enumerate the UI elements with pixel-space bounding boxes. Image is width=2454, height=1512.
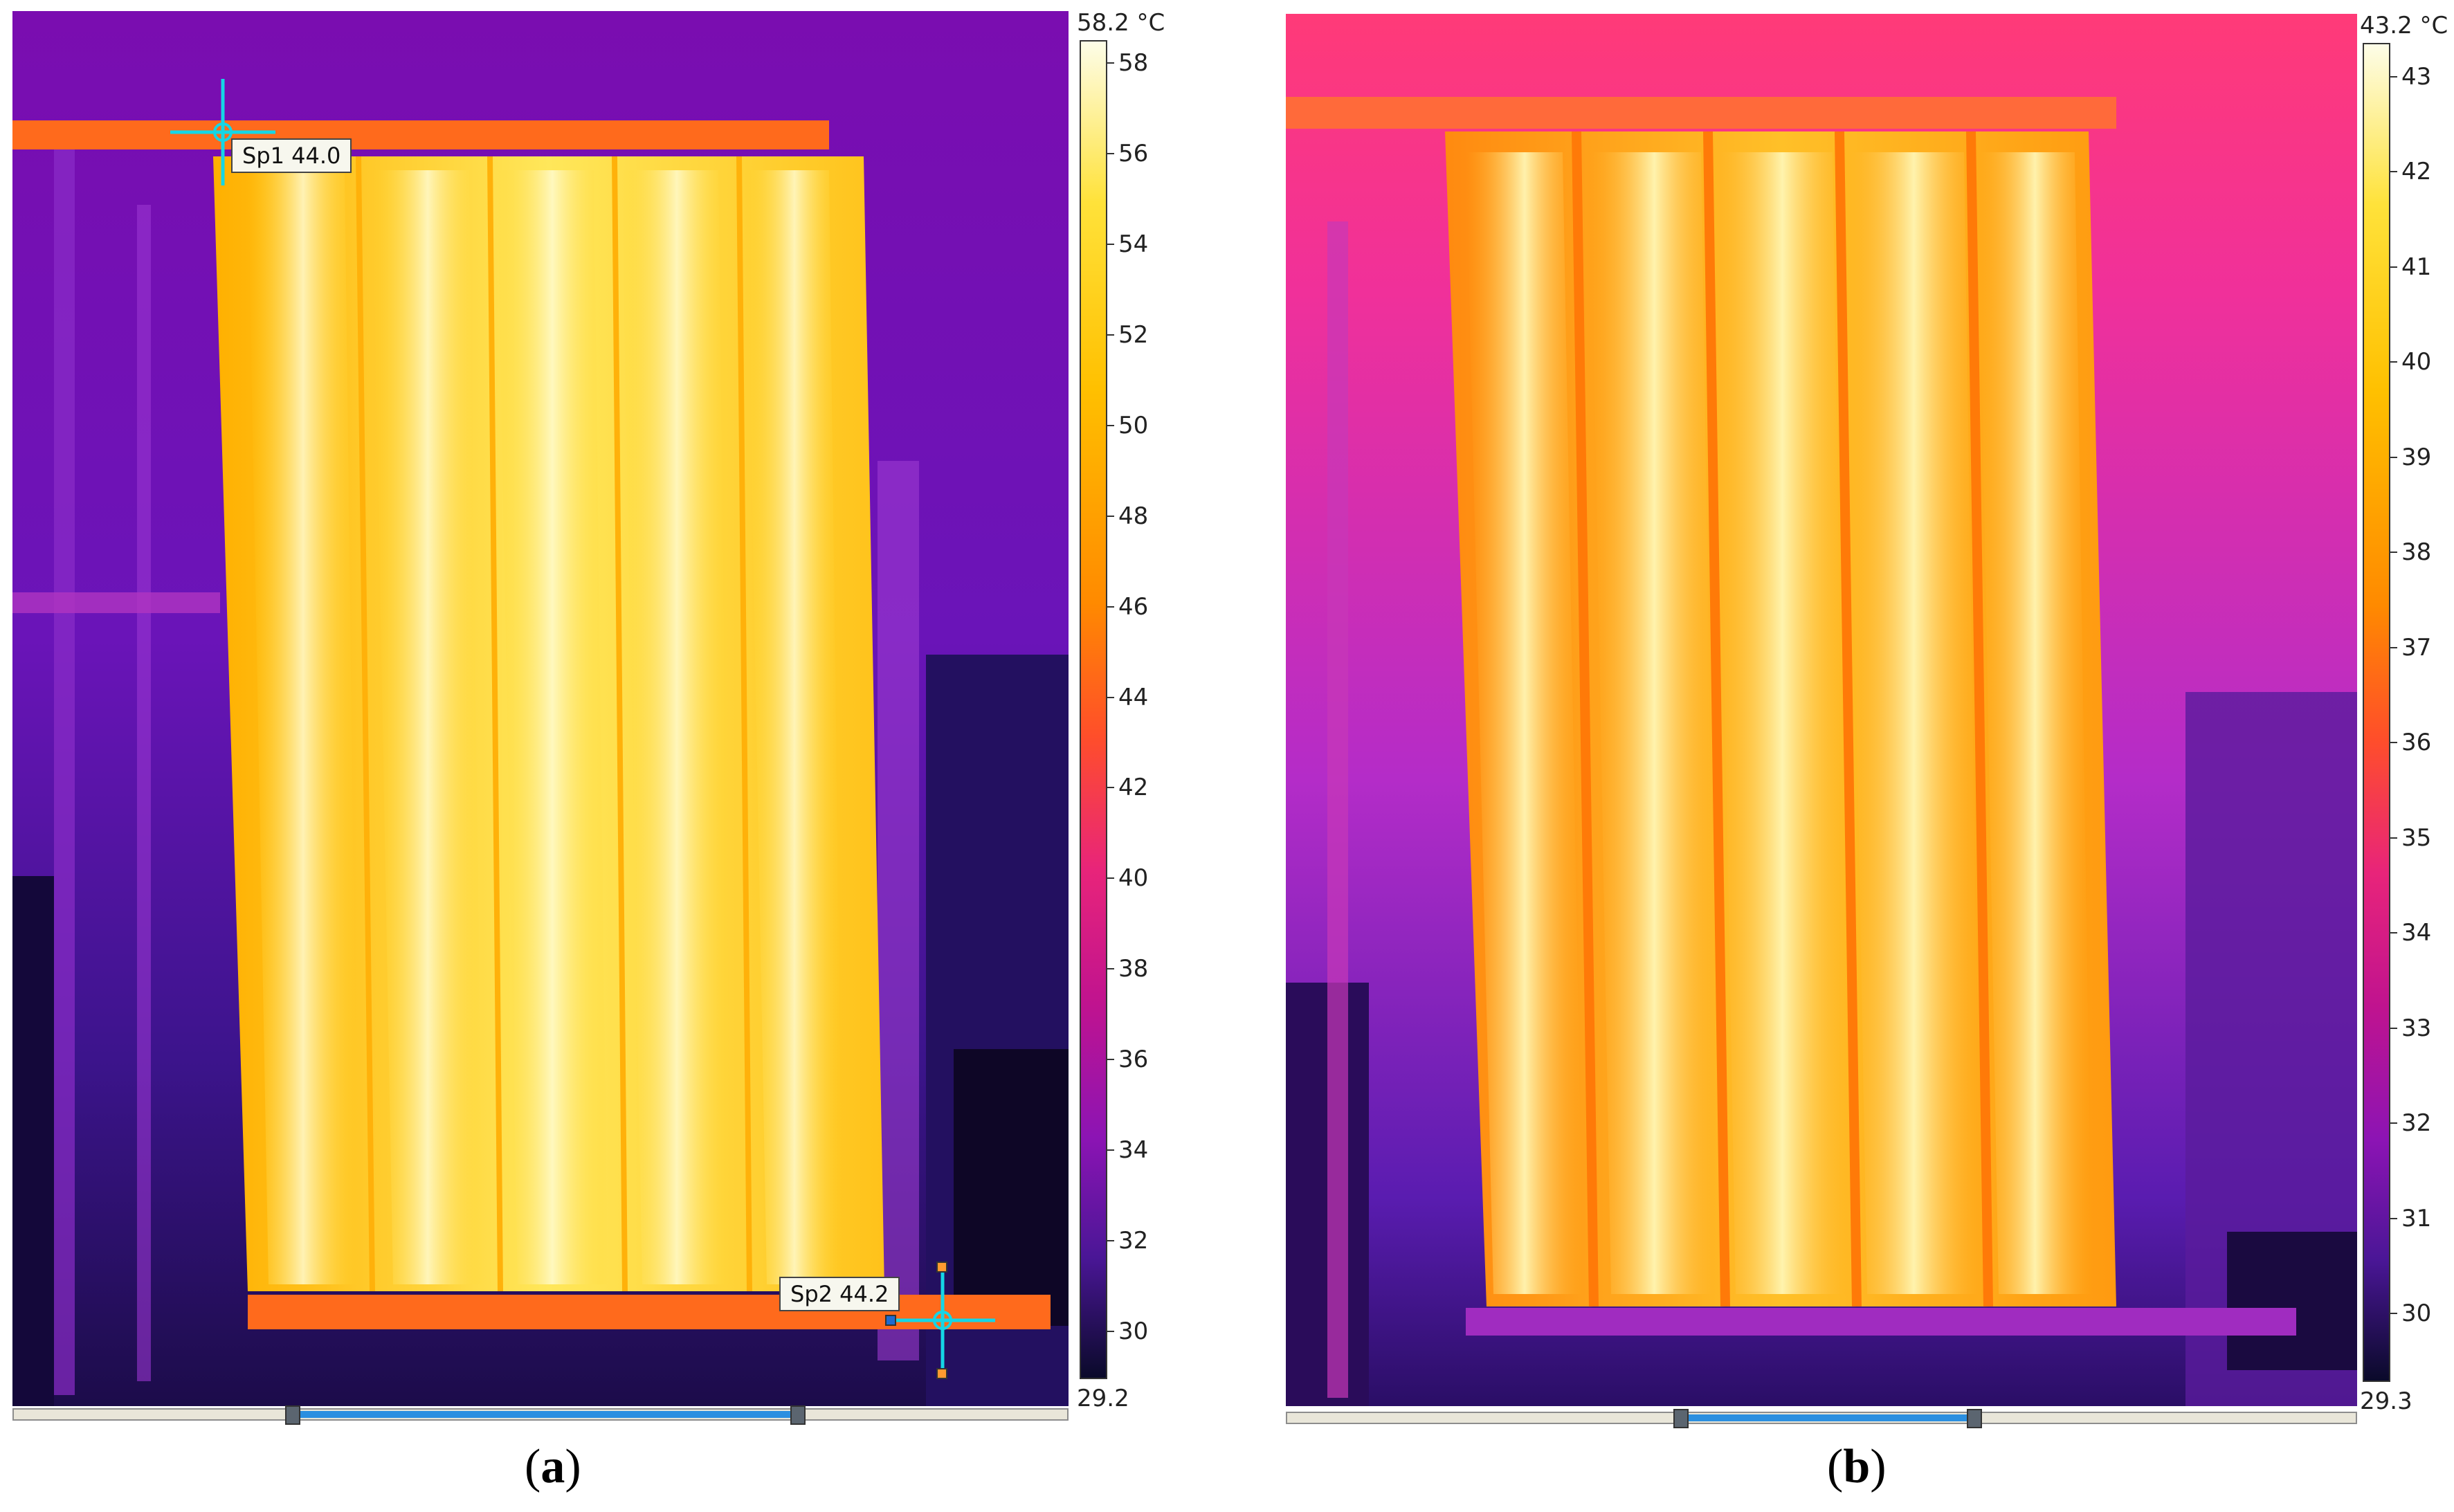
scale-tick-mark: [1107, 1149, 1114, 1151]
scale-tick-mark: [1107, 243, 1114, 245]
slider-handle-left[interactable]: [1673, 1409, 1689, 1428]
slider-handle-right[interactable]: [790, 1405, 806, 1425]
scale-tick-mark: [2390, 1313, 2397, 1314]
spot-cursor-1: [170, 79, 275, 185]
caption-paren: (: [525, 1440, 541, 1493]
scale-tick-mark: [2390, 552, 2397, 554]
scale-tick-label: 37: [2401, 633, 2432, 662]
scale-tick-mark: [1107, 1059, 1114, 1061]
scale-tick-label: 42: [2401, 158, 2432, 186]
spot-cursor-2: [885, 1261, 995, 1379]
caption-paren: ): [565, 1440, 581, 1493]
scale-tick-label: 48: [1118, 502, 1149, 530]
slider-range: [292, 1411, 797, 1418]
scale-tick-label: 40: [2401, 348, 2432, 376]
slider-handle-left[interactable]: [285, 1405, 300, 1425]
scale-min-label: 29.2: [1077, 1385, 1129, 1412]
range-slider-a[interactable]: [12, 1405, 1069, 1425]
scale-tick-mark: [1107, 1331, 1114, 1332]
caption-paren: (: [1827, 1440, 1844, 1493]
temperature-scale-a: 58.2 °C 29.2 58 56 54 52 50 48 46 44 42 40 38 36 34 3…: [1077, 9, 1188, 1410]
scale-tick-label: 32: [1118, 1227, 1149, 1255]
spot-label-sp1[interactable]: Sp1 44.0: [231, 138, 352, 174]
scale-tick-label: 54: [1118, 230, 1149, 258]
slider-range: [1680, 1414, 1974, 1421]
thermal-image-a[interactable]: [12, 11, 1069, 1406]
color-bar: [2363, 43, 2390, 1382]
scale-tick-mark: [1107, 334, 1114, 336]
scale-tick-label: 52: [1118, 320, 1149, 349]
scale-max-label: 58.2 °C: [1077, 9, 1165, 37]
scale-tick-label: 41: [2401, 253, 2432, 281]
scale-tick-label: 31: [2401, 1204, 2432, 1232]
scale-tick-label: 38: [1118, 955, 1149, 983]
range-slider-b[interactable]: [1286, 1409, 2357, 1428]
scale-tick-mark: [2390, 266, 2397, 268]
scale-tick-label: 36: [2401, 729, 2432, 757]
scale-tick-mark: [2390, 1027, 2397, 1029]
scale-max-label: 43.2 °C: [2360, 12, 2448, 39]
scale-tick-label: 34: [2401, 919, 2432, 947]
scale-tick-mark: [1107, 152, 1114, 154]
scale-tick-label: 38: [2401, 538, 2432, 567]
caption-letter: a: [540, 1440, 565, 1493]
scale-tick-label: 46: [1118, 592, 1149, 621]
scale-tick-mark: [1107, 515, 1114, 517]
scale-tick-label: 58: [1118, 49, 1149, 77]
scale-tick-mark: [1107, 62, 1114, 64]
scale-tick-label: 36: [1118, 1046, 1149, 1074]
scale-tick-mark: [1107, 968, 1114, 970]
scale-tick-label: 35: [2401, 823, 2432, 852]
panel-b: 43.2 °C 29.3 43 42 41 40 39 38 37 36 35 34 33 32 31 3…: [1266, 0, 2454, 1512]
scale-tick-mark: [2390, 646, 2397, 648]
scale-tick-mark: [2390, 1217, 2397, 1219]
scale-tick-mark: [1107, 787, 1114, 789]
caption-paren: ): [1870, 1440, 1887, 1493]
temperature-scale-b: 43.2 °C 29.3 43 42 41 40 39 38 37 36 35 34 33 32 31 3…: [2360, 12, 2454, 1413]
caption-a: (a): [525, 1439, 581, 1495]
scale-tick-label: 50: [1118, 411, 1149, 439]
scale-tick-mark: [2390, 837, 2397, 839]
scale-tick-label: 42: [1118, 774, 1149, 802]
scale-tick-mark: [1107, 605, 1114, 608]
scale-tick-mark: [2390, 456, 2397, 458]
caption-b: (b): [1827, 1439, 1887, 1495]
scale-tick-mark: [2390, 742, 2397, 744]
scale-tick-mark: [1107, 696, 1114, 698]
scale-tick-label: 56: [1118, 139, 1149, 167]
scale-tick-label: 33: [2401, 1014, 2432, 1042]
slider-handle-right[interactable]: [1967, 1409, 1982, 1428]
scale-tick-label: 43: [2401, 63, 2432, 91]
color-bar: [1080, 40, 1107, 1379]
scale-tick-mark: [1107, 1240, 1114, 1242]
panel-a: Sp1 44.0 Sp2 44.2 58.2 °C 29.2 58 56 54 52 5…: [0, 0, 1190, 1512]
scale-tick-mark: [1107, 424, 1114, 426]
scale-min-label: 29.3: [2360, 1387, 2412, 1415]
scale-tick-label: 44: [1118, 683, 1149, 711]
scale-tick-label: 32: [2401, 1109, 2432, 1138]
scale-tick-label: 40: [1118, 864, 1149, 893]
scale-tick-label: 30: [2401, 1300, 2432, 1327]
scale-tick-mark: [2390, 171, 2397, 173]
scale-tick-label: 34: [1118, 1136, 1149, 1165]
scale-tick-label: 39: [2401, 443, 2432, 471]
caption-letter: b: [1843, 1440, 1871, 1493]
thermal-image-b[interactable]: [1286, 14, 2357, 1406]
spot-label-sp2[interactable]: Sp2 44.2: [779, 1277, 900, 1312]
scale-tick-mark: [1107, 877, 1114, 880]
scale-tick-mark: [2390, 932, 2397, 934]
scale-tick-label: 30: [1118, 1318, 1149, 1345]
scale-tick-mark: [2390, 361, 2397, 363]
scale-tick-mark: [2390, 76, 2397, 78]
scale-tick-mark: [2390, 1122, 2397, 1124]
